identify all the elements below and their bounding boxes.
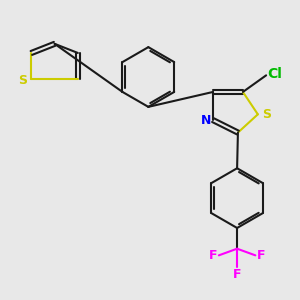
Text: S: S <box>18 74 27 87</box>
Text: S: S <box>262 108 271 121</box>
Text: F: F <box>257 249 266 262</box>
Text: N: N <box>200 115 211 128</box>
Text: F: F <box>233 268 241 281</box>
Text: Cl: Cl <box>267 67 282 81</box>
Text: F: F <box>209 249 217 262</box>
